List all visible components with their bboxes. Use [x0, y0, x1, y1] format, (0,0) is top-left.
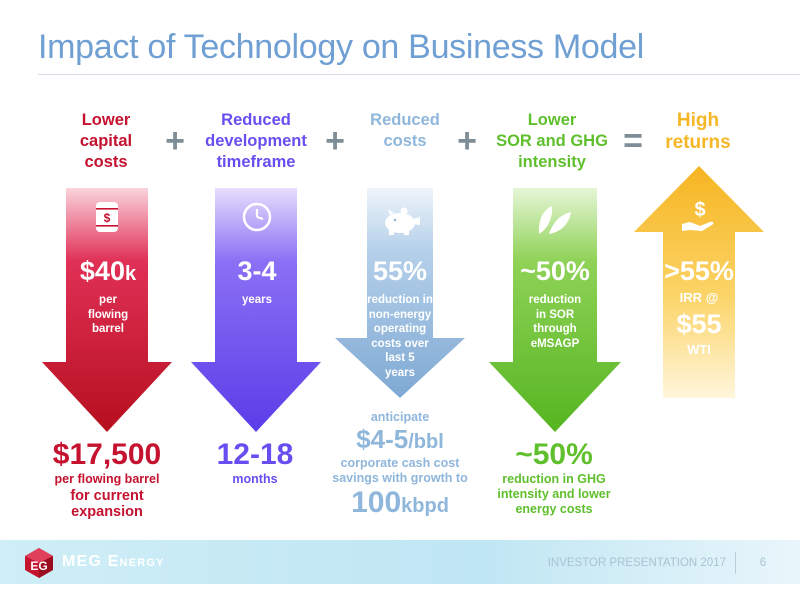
irr-desc: IRR @	[679, 290, 719, 305]
footer-bar	[0, 540, 800, 584]
footer-logo-text: MEG Energy	[62, 553, 165, 570]
column-header-capital-costs: Lower capital costs	[79, 111, 133, 171]
capital-cost-bottom-value: $17,500	[52, 438, 162, 471]
capital-cost-bottom-note: for current expansion	[70, 488, 144, 520]
development-time-bottom-desc: months	[232, 472, 278, 486]
svg-text:EG: EG	[30, 559, 47, 573]
development-time-bottom-value: 12-18	[216, 438, 294, 471]
development-time-stat: 3-4	[237, 256, 277, 286]
svg-text:$: $	[104, 211, 111, 225]
capital-costs-arrow	[42, 188, 172, 432]
plus-operator: +	[457, 122, 477, 160]
wti-price-stat: $55	[676, 309, 722, 339]
capital-cost-bottom-desc: per flowing barrel	[54, 472, 160, 486]
capital-cost-desc: per flowing barrel	[87, 294, 129, 335]
footer-presentation-label: INVESTOR PRESENTATION 2017	[547, 557, 726, 569]
hand-dollar-icon: $	[682, 199, 714, 231]
title-divider	[38, 74, 800, 75]
equals-operator: =	[623, 122, 643, 160]
production-target-value: 100kbpd	[351, 486, 449, 519]
reduced-costs-arrow	[335, 188, 465, 398]
column-header-sor-ghg: Lower SOR and GHG intensity	[496, 111, 608, 171]
plus-operator: +	[325, 122, 345, 160]
column-header-development-timeframe: Reduced development timeframe	[205, 111, 307, 171]
cash-cost-savings-value: $4-5/bbl	[356, 424, 444, 454]
development-timeframe-arrow	[191, 188, 321, 432]
svg-text:$: $	[694, 199, 705, 221]
page-title: Impact of Technology on Business Model	[38, 28, 644, 66]
plus-operator: +	[165, 122, 185, 160]
oil-barrel-dollar-icon: $	[96, 202, 118, 232]
sor-reduction-desc: reduction in SOR through eMSAGP	[528, 294, 582, 350]
wti-label: WTI	[687, 342, 711, 357]
irr-stat: >55%	[664, 256, 734, 286]
column-header-high-returns: High returns	[665, 110, 731, 153]
leaf-icon	[538, 206, 571, 234]
capital-cost-stat: $40k	[79, 256, 137, 286]
meg-logo-icon: EG	[25, 548, 53, 578]
cash-cost-savings-desc: corporate cash cost savings with growth t…	[332, 456, 468, 485]
sor-reduction-stat: ~50%	[520, 256, 590, 286]
development-time-desc: years	[241, 294, 273, 306]
reduced-costs-stat: 55%	[372, 256, 428, 286]
cash-cost-pre-label: anticipate	[370, 410, 430, 424]
piggy-bank-icon	[385, 207, 420, 235]
page-number: 6	[759, 557, 767, 569]
footer-divider	[735, 552, 736, 574]
ghg-reduction-bottom-desc: reduction in GHG intensity and lower energ…	[497, 472, 611, 516]
sor-ghg-arrow	[489, 188, 621, 432]
high-returns-arrow	[634, 166, 764, 398]
ghg-reduction-bottom-value: ~50%	[515, 438, 593, 471]
clock-icon	[242, 202, 272, 232]
column-header-reduced-costs: Reduced costs	[370, 111, 440, 150]
reduced-costs-desc: reduction in non-energy operating costs ove…	[367, 294, 433, 379]
